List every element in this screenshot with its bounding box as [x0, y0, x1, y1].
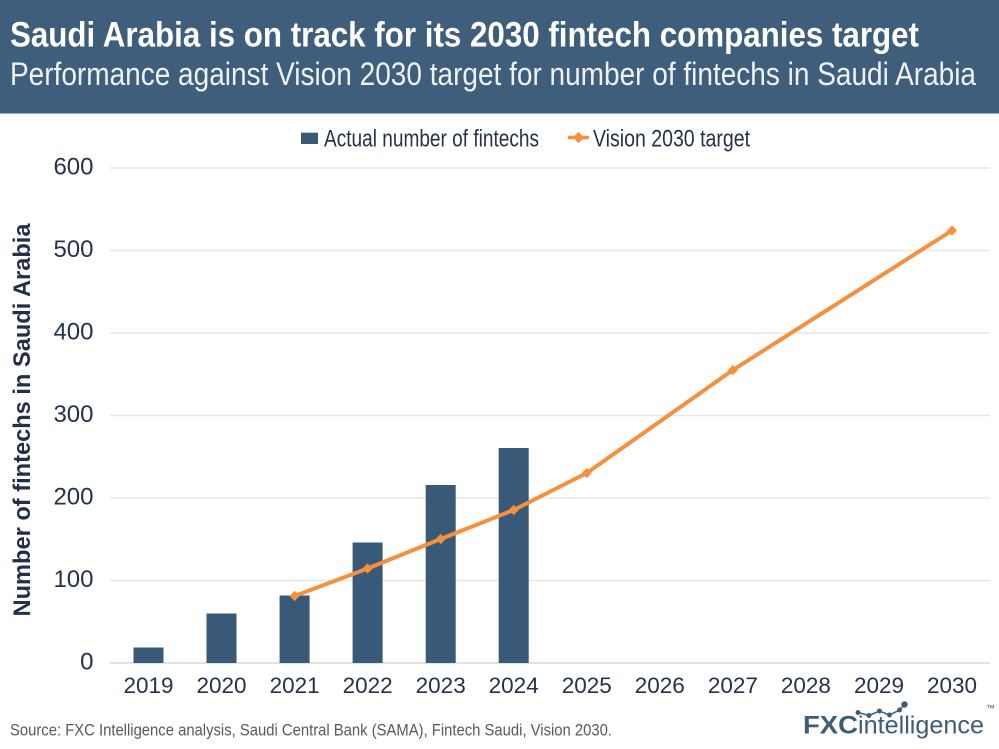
svg-text:0: 0	[80, 649, 93, 676]
svg-text:Source: FXC Intelligence analy: Source: FXC Intelligence analysis, Saudi…	[10, 721, 612, 740]
svg-text:2026: 2026	[635, 673, 685, 698]
svg-text:600: 600	[53, 154, 93, 181]
svg-text:2020: 2020	[196, 673, 246, 698]
svg-text:400: 400	[53, 319, 93, 346]
svg-text:intelligence: intelligence	[858, 712, 984, 740]
svg-text:2024: 2024	[489, 673, 539, 698]
svg-text:200: 200	[53, 484, 93, 511]
svg-text:2025: 2025	[562, 673, 612, 698]
svg-text:2022: 2022	[343, 673, 393, 698]
svg-text:300: 300	[53, 401, 93, 428]
svg-text:Number of fintechs in Saudi Ar: Number of fintechs in Saudi Arabia	[9, 223, 36, 617]
svg-text:2028: 2028	[781, 673, 831, 698]
svg-text:FXC: FXC	[803, 712, 858, 740]
svg-text:100: 100	[53, 566, 93, 593]
svg-text:Actual number of fintechs: Actual number of fintechs	[324, 126, 539, 153]
svg-text:Vision 2030 target: Vision 2030 target	[593, 126, 750, 153]
svg-text:2023: 2023	[416, 673, 466, 698]
svg-text:™: ™	[986, 703, 995, 713]
svg-text:2027: 2027	[708, 673, 758, 698]
svg-text:500: 500	[53, 236, 93, 263]
svg-text:2021: 2021	[270, 673, 320, 698]
svg-text:Performance against Vision 203: Performance against Vision 2030 target f…	[10, 56, 976, 92]
svg-text:2029: 2029	[854, 673, 904, 698]
svg-text:Saudi Arabia is on track for i: Saudi Arabia is on track for its 2030 fi…	[10, 16, 919, 55]
svg-text:2030: 2030	[927, 673, 977, 698]
svg-text:2019: 2019	[123, 673, 173, 698]
